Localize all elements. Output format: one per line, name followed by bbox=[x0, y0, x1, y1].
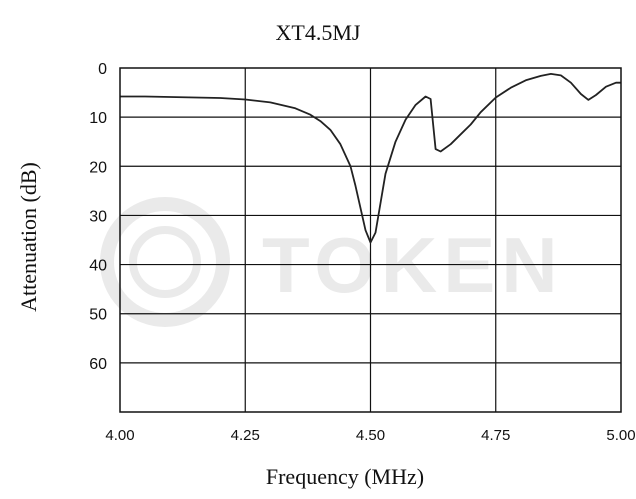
series-line bbox=[120, 73, 621, 244]
x-tick-label: 5.00 bbox=[606, 427, 635, 444]
x-tick-label: 4.50 bbox=[356, 427, 385, 444]
y-tick-label: 50 bbox=[89, 307, 107, 324]
chart-title: XT4.5MJ bbox=[276, 20, 361, 45]
x-axis-label: Frequency (MHz) bbox=[266, 464, 424, 489]
x-tick-label: 4.75 bbox=[481, 427, 510, 444]
y-tick-label: 30 bbox=[89, 208, 107, 225]
y-tick-label: 60 bbox=[89, 356, 107, 373]
y-axis-label: Attenuation (dB) bbox=[16, 162, 41, 312]
tick-labels: 0 10 20 30 40 50 60 4.00 4.25 4.50 4.75 5.00 bbox=[89, 61, 635, 444]
series-group bbox=[120, 73, 621, 244]
gridlines bbox=[120, 68, 621, 412]
watermark-circle-inner bbox=[129, 226, 201, 298]
x-tick-label: 4.00 bbox=[105, 427, 134, 444]
y-tick-label: 20 bbox=[89, 159, 107, 176]
y-tick-label: 40 bbox=[89, 258, 107, 275]
x-tick-label: 4.25 bbox=[231, 427, 260, 444]
y-tick-label: 10 bbox=[89, 110, 107, 127]
plot-frame bbox=[119, 67, 622, 413]
watermark-circle-outer bbox=[100, 197, 230, 327]
y-tick-label: 0 bbox=[98, 61, 107, 78]
watermark-logo: TOKEN bbox=[100, 197, 558, 327]
